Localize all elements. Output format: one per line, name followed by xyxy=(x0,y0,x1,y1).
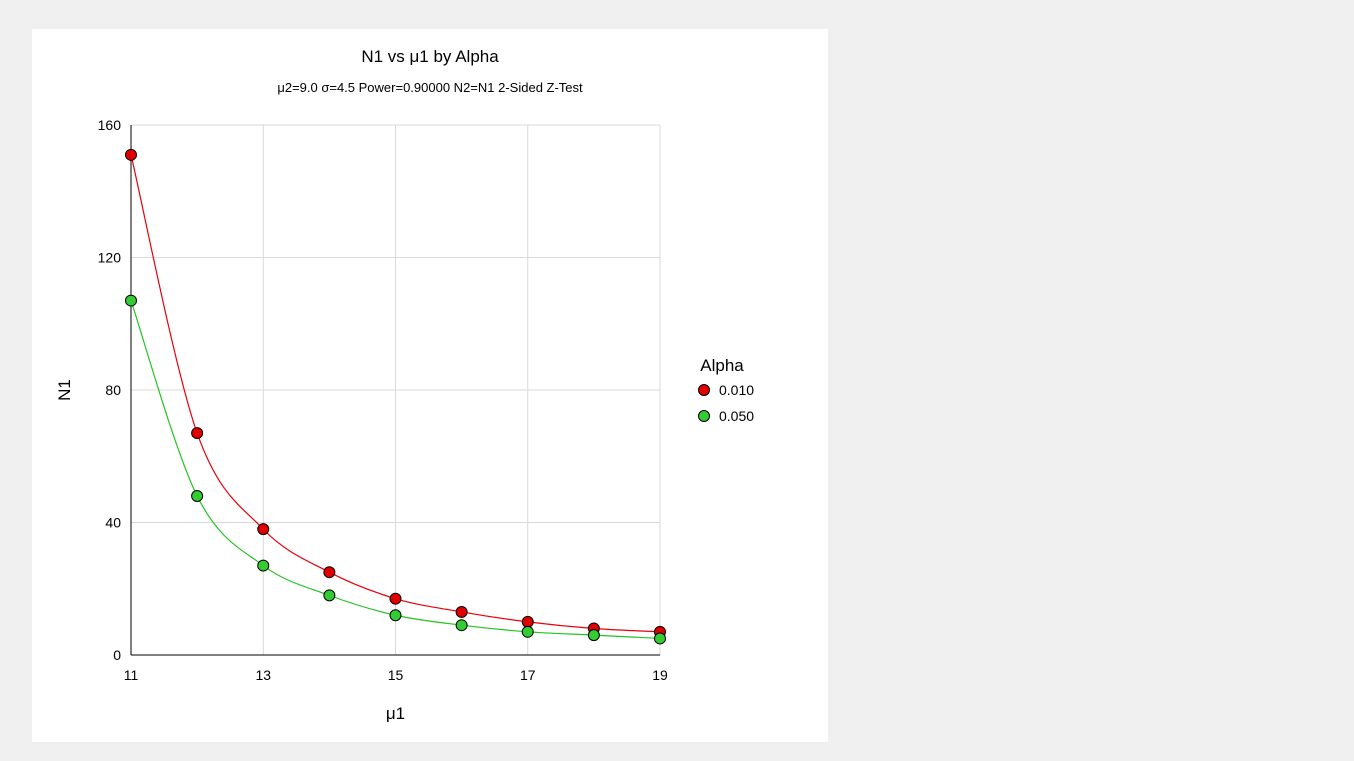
axes xyxy=(130,125,660,656)
data-point xyxy=(257,523,270,536)
series-line-0.010 xyxy=(130,154,661,633)
data-point xyxy=(654,632,666,645)
y-tick-label: 120 xyxy=(98,250,122,266)
x-tick-label: 19 xyxy=(652,667,668,683)
legend-label: 0.050 xyxy=(719,408,754,424)
data-point xyxy=(125,148,137,161)
chart-title: N1 vs μ1 by Alpha xyxy=(361,47,499,66)
grid-lines xyxy=(130,124,661,656)
y-tick-label: 0 xyxy=(113,647,121,663)
legend-marker xyxy=(698,384,710,396)
legend-label: 0.010 xyxy=(719,382,754,398)
x-axis-title: μ1 xyxy=(386,704,405,723)
data-point xyxy=(191,427,204,440)
x-tick-label: 15 xyxy=(388,667,404,683)
y-tick-label: 40 xyxy=(105,515,121,531)
y-axis-title: N1 xyxy=(55,379,74,401)
y-tick-label: 160 xyxy=(98,117,122,133)
chart-panel: N1 vs μ1 by Alpha μ2=9.0 σ=4.5 Power=0.9… xyxy=(32,29,828,742)
y-tick-label: 80 xyxy=(105,382,121,398)
legend-title: Alpha xyxy=(700,356,744,375)
chart-subtitle: μ2=9.0 σ=4.5 Power=0.90000 N2=N1 2-Sided… xyxy=(277,80,583,95)
x-tick-label: 13 xyxy=(255,667,271,683)
data-point xyxy=(257,559,270,572)
plot-area: 11 13 15 17 19 0 40 80 120 160 μ1 N1 Alpha 0.010 0… xyxy=(55,117,754,723)
data-point xyxy=(455,619,468,632)
data-point xyxy=(521,625,534,638)
tick-labels: 11 13 15 17 19 0 40 80 120 160 xyxy=(98,117,668,683)
data-point xyxy=(125,294,137,307)
data-point xyxy=(587,629,600,642)
x-tick-label: 11 xyxy=(124,667,139,683)
legend: Alpha 0.010 0.050 xyxy=(698,356,754,424)
data-point xyxy=(323,566,336,579)
data-point xyxy=(389,592,402,605)
data-point xyxy=(389,609,402,622)
data-point xyxy=(191,490,204,502)
x-tick-label: 17 xyxy=(520,667,536,683)
series-points xyxy=(125,148,666,645)
data-point xyxy=(323,589,336,602)
data-point xyxy=(455,605,468,618)
legend-marker xyxy=(698,410,710,422)
data-point xyxy=(521,615,534,628)
